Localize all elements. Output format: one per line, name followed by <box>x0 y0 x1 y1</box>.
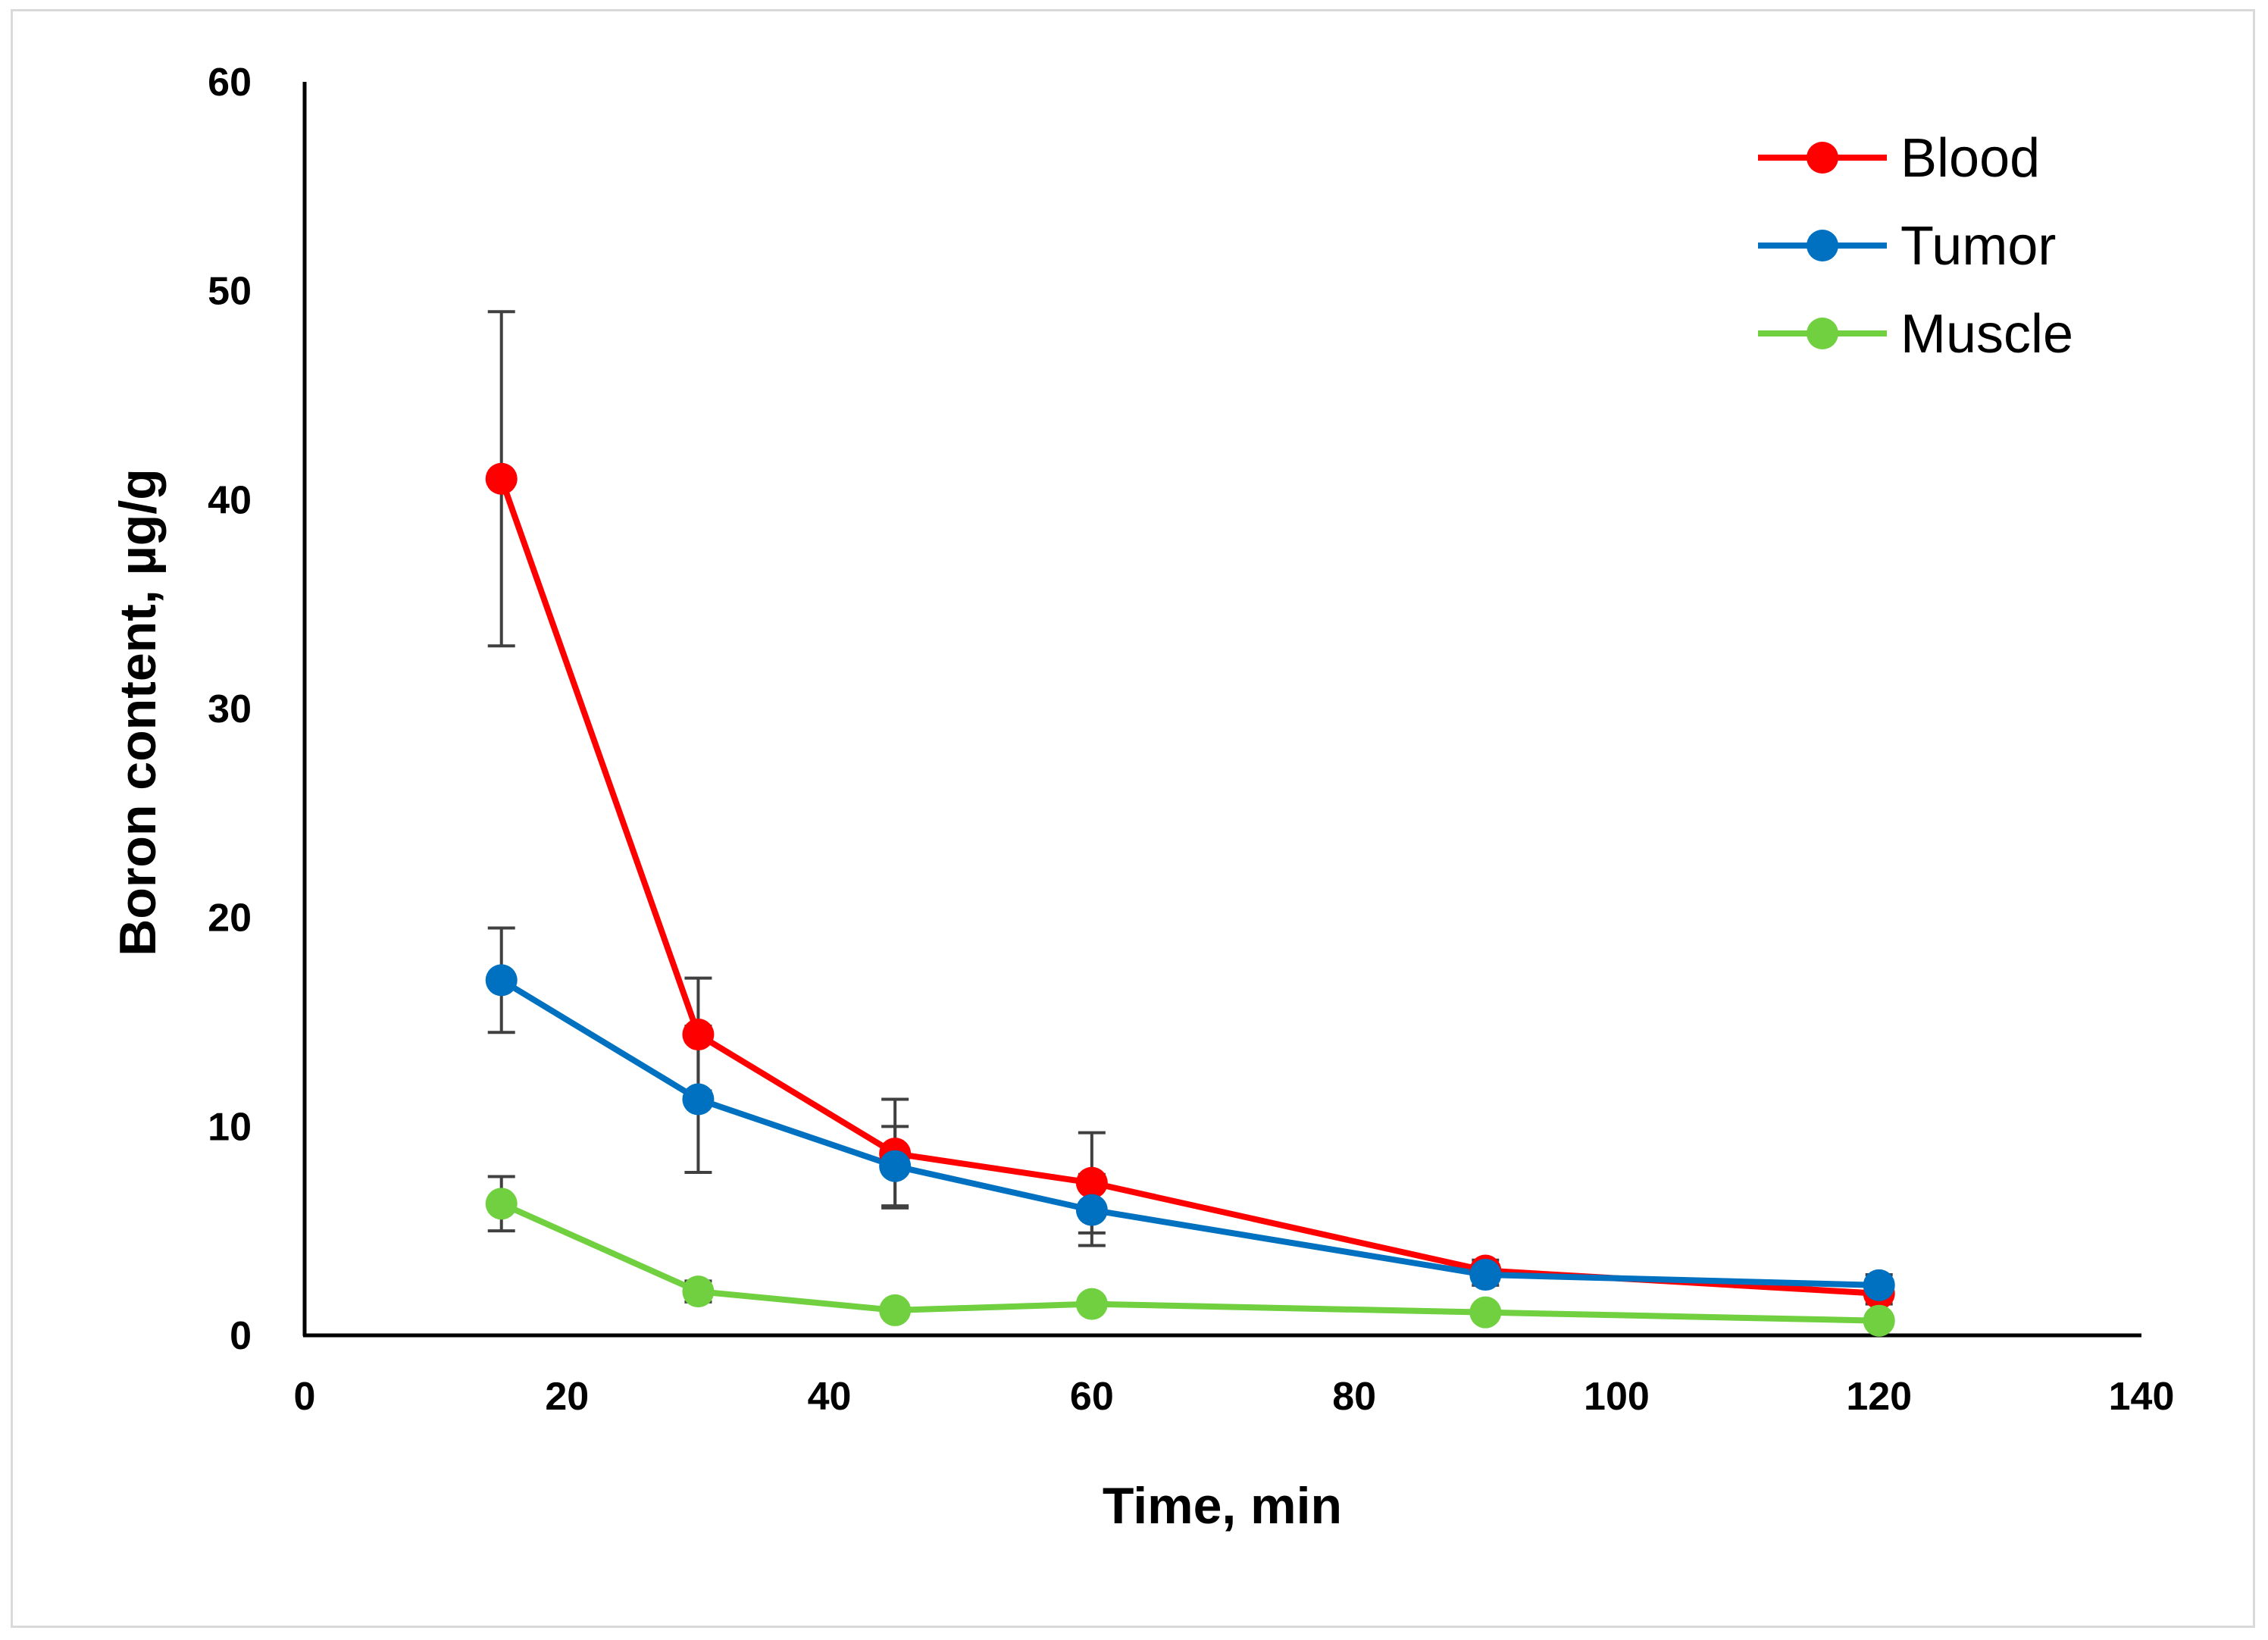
muscle-point <box>1075 1288 1108 1320</box>
tumor-point <box>1863 1269 1895 1301</box>
x-tick-label: 40 <box>808 1375 852 1419</box>
y-axis-title: Boron content, µg/g <box>109 468 167 956</box>
legend-item-tumor: Tumor <box>1758 216 2056 277</box>
y-tick-label: 20 <box>208 897 252 940</box>
series-markers <box>485 462 1895 1337</box>
y-tick-label: 0 <box>230 1314 252 1358</box>
legend-label-tumor: Tumor <box>1900 216 2056 277</box>
tumor-point <box>1075 1194 1108 1226</box>
x-tick-label: 0 <box>294 1375 316 1419</box>
muscle-point <box>485 1188 518 1220</box>
y-tick-label: 40 <box>208 478 252 522</box>
blood-point <box>682 1019 715 1051</box>
muscle-line <box>500 1200 1879 1324</box>
x-tick-label: 140 <box>2109 1375 2175 1419</box>
muscle-point <box>1863 1304 1895 1337</box>
x-tick-label: 60 <box>1070 1375 1114 1419</box>
muscle-point <box>879 1294 912 1326</box>
error-bars <box>487 310 1893 1327</box>
muscle-point <box>1469 1296 1502 1329</box>
x-tick-label: 80 <box>1332 1375 1376 1419</box>
legend: Blood Tumor Muscle <box>1758 128 2073 365</box>
legend-swatch-marker-tumor <box>1807 230 1838 261</box>
series-lines <box>498 477 1879 1324</box>
y-tick-label: 10 <box>208 1105 252 1149</box>
x-tick-label: 100 <box>1584 1375 1650 1419</box>
legend-label-muscle: Muscle <box>1900 304 2073 365</box>
y-tick-label: 30 <box>208 687 252 731</box>
tumor-line <box>499 977 1879 1288</box>
legend-swatch-marker-blood <box>1807 142 1838 174</box>
tumor-point <box>485 964 518 997</box>
x-axis-title: Time, min <box>1103 1477 1342 1535</box>
x-tick-labels: 0 20 40 60 80 100 120 140 <box>294 1375 2175 1419</box>
legend-label-blood: Blood <box>1900 128 2040 189</box>
axes <box>302 82 2141 1338</box>
legend-swatch-marker-muscle <box>1807 318 1838 349</box>
tumor-point <box>682 1083 715 1116</box>
chart-frame <box>11 9 2255 1628</box>
tumor-point <box>879 1150 912 1182</box>
legend-item-muscle: Muscle <box>1758 304 2073 365</box>
muscle-point <box>682 1275 715 1308</box>
y-tick-labels: 0 10 20 30 40 50 60 <box>208 61 252 1358</box>
x-tick-label: 120 <box>1846 1375 1912 1419</box>
y-tick-label: 60 <box>208 61 252 105</box>
blood-point <box>485 462 518 495</box>
x-tick-label: 20 <box>545 1375 589 1419</box>
tumor-point <box>1469 1259 1502 1291</box>
blood-point <box>1075 1166 1108 1199</box>
y-tick-label: 50 <box>208 270 252 314</box>
legend-item-blood: Blood <box>1758 128 2040 189</box>
